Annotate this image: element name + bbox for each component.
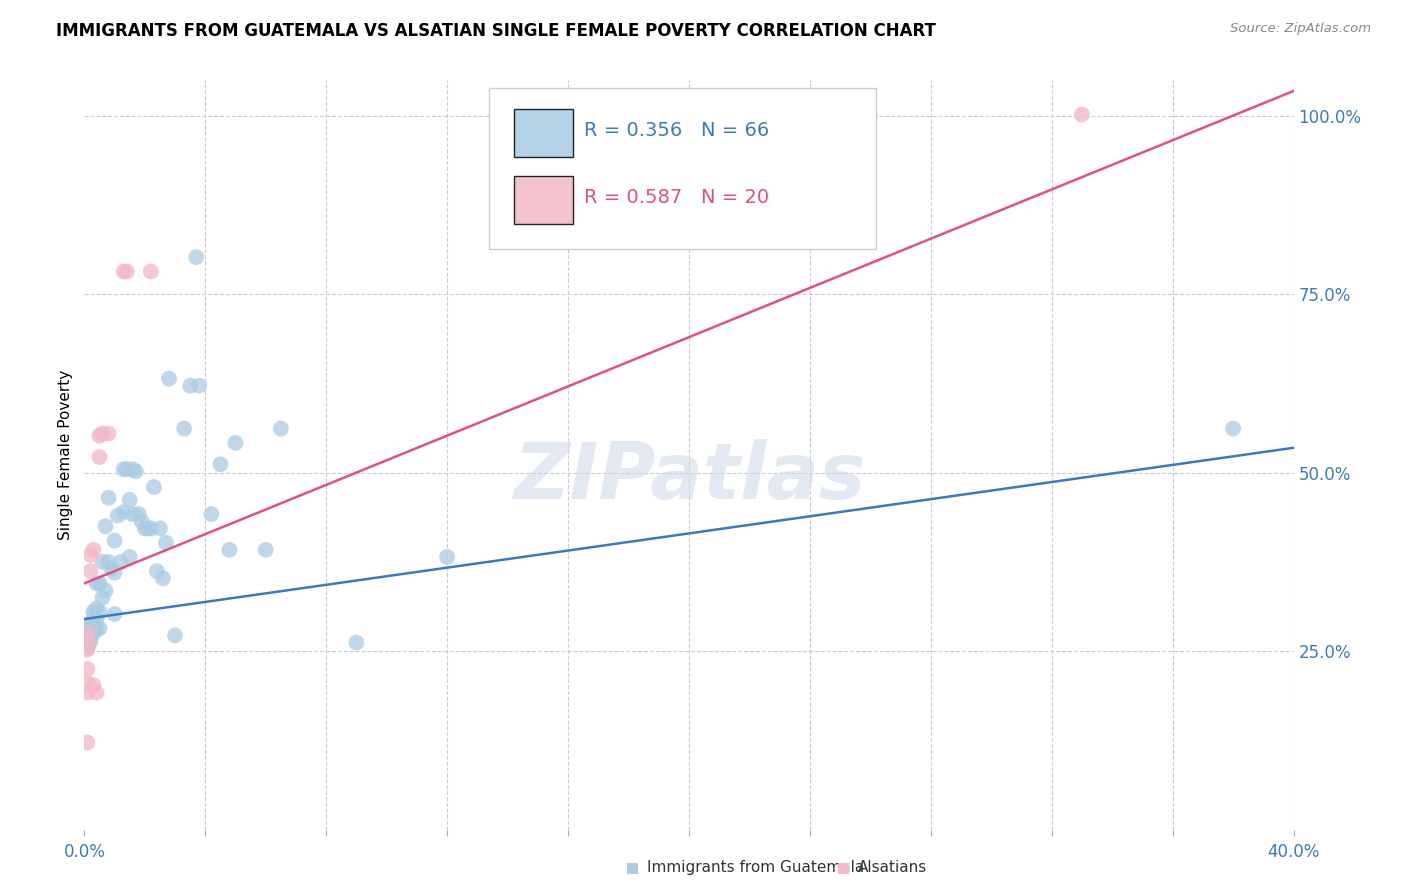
Point — [76, 624, 98, 639]
Point — [436, 549, 458, 564]
Point — [186, 250, 208, 264]
Point — [270, 421, 292, 435]
Point — [79, 626, 101, 640]
Point — [157, 371, 180, 385]
Point — [89, 576, 111, 591]
Point — [1222, 421, 1244, 435]
Point — [152, 571, 174, 585]
Point — [121, 507, 143, 521]
Point — [155, 535, 177, 549]
Point — [97, 491, 120, 505]
Point — [104, 533, 127, 548]
Point — [86, 621, 108, 635]
Point — [112, 462, 135, 476]
Point — [79, 630, 101, 644]
Point — [142, 480, 165, 494]
Point — [91, 555, 114, 569]
Point — [79, 548, 101, 562]
Point — [110, 555, 132, 569]
Point — [118, 549, 141, 564]
Point — [76, 642, 98, 657]
Text: IMMIGRANTS FROM GUATEMALA VS ALSATIAN SINGLE FEMALE POVERTY CORRELATION CHART: IMMIGRANTS FROM GUATEMALA VS ALSATIAN SI… — [56, 22, 936, 40]
Point — [89, 428, 111, 442]
Point — [91, 591, 114, 605]
Point — [76, 685, 98, 699]
Point — [104, 566, 127, 580]
Point — [94, 583, 117, 598]
Text: ZIPatlas: ZIPatlas — [513, 440, 865, 516]
Point — [76, 633, 98, 648]
Point — [91, 426, 114, 441]
Point — [107, 508, 129, 523]
Point — [82, 619, 104, 633]
Text: ▪: ▪ — [624, 857, 640, 877]
Point — [100, 562, 122, 576]
Text: Alsatians: Alsatians — [858, 860, 927, 874]
Point — [125, 464, 148, 478]
Point — [188, 378, 211, 392]
Point — [254, 542, 277, 557]
Point — [82, 612, 104, 626]
Point — [82, 542, 104, 557]
Point — [79, 564, 101, 578]
Point — [200, 507, 222, 521]
Point — [112, 264, 135, 278]
Point — [139, 521, 162, 535]
Point — [89, 450, 111, 464]
Point — [94, 519, 117, 533]
Point — [79, 617, 101, 632]
Point — [76, 619, 98, 633]
Point — [76, 662, 98, 676]
Point — [146, 564, 169, 578]
Point — [118, 492, 141, 507]
Point — [86, 612, 108, 626]
Y-axis label: Single Female Poverty: Single Female Poverty — [58, 370, 73, 540]
Text: R = 0.587   N = 20: R = 0.587 N = 20 — [583, 188, 769, 208]
Text: Immigrants from Guatemala: Immigrants from Guatemala — [647, 860, 865, 874]
Point — [76, 630, 98, 644]
Point — [149, 521, 172, 535]
Point — [173, 421, 195, 435]
Point — [225, 435, 247, 450]
Point — [115, 462, 138, 476]
Point — [97, 426, 120, 441]
Point — [76, 640, 98, 655]
Point — [76, 635, 98, 649]
Point — [79, 621, 101, 635]
Point — [76, 626, 98, 640]
Point — [1071, 107, 1094, 121]
FancyBboxPatch shape — [513, 177, 572, 224]
Point — [121, 462, 143, 476]
Text: Source: ZipAtlas.com: Source: ZipAtlas.com — [1230, 22, 1371, 36]
Point — [86, 601, 108, 615]
Point — [97, 555, 120, 569]
Point — [76, 735, 98, 749]
Text: ▪: ▪ — [835, 857, 851, 877]
Point — [89, 621, 111, 635]
Point — [136, 521, 159, 535]
Point — [86, 685, 108, 699]
Point — [134, 521, 156, 535]
FancyBboxPatch shape — [489, 87, 876, 249]
Point — [218, 542, 240, 557]
Point — [89, 605, 111, 619]
Point — [79, 635, 101, 649]
Point — [346, 635, 368, 649]
Point — [82, 605, 104, 619]
Text: R = 0.356   N = 66: R = 0.356 N = 66 — [583, 121, 769, 140]
Point — [112, 505, 135, 519]
Point — [82, 626, 104, 640]
Point — [139, 264, 162, 278]
Point — [115, 264, 138, 278]
Point — [131, 514, 153, 528]
FancyBboxPatch shape — [513, 109, 572, 157]
Point — [179, 378, 201, 392]
Point — [165, 628, 187, 642]
Point — [82, 678, 104, 692]
Point — [128, 507, 150, 521]
Point — [104, 607, 127, 621]
Point — [209, 457, 232, 471]
Point — [86, 576, 108, 591]
Point — [76, 676, 98, 690]
